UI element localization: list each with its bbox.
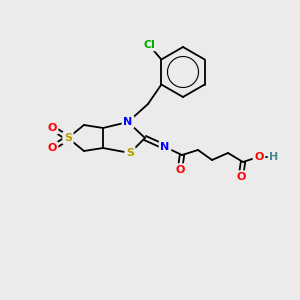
Text: O: O <box>254 152 264 162</box>
Text: S: S <box>64 133 72 143</box>
Text: O: O <box>47 143 57 153</box>
Text: N: N <box>160 142 169 152</box>
Text: O: O <box>47 123 57 133</box>
Text: S: S <box>126 148 134 158</box>
Text: N: N <box>123 117 133 127</box>
Text: O: O <box>175 165 185 175</box>
Text: Cl: Cl <box>143 40 155 50</box>
Text: O: O <box>236 172 246 182</box>
Text: H: H <box>269 152 279 162</box>
